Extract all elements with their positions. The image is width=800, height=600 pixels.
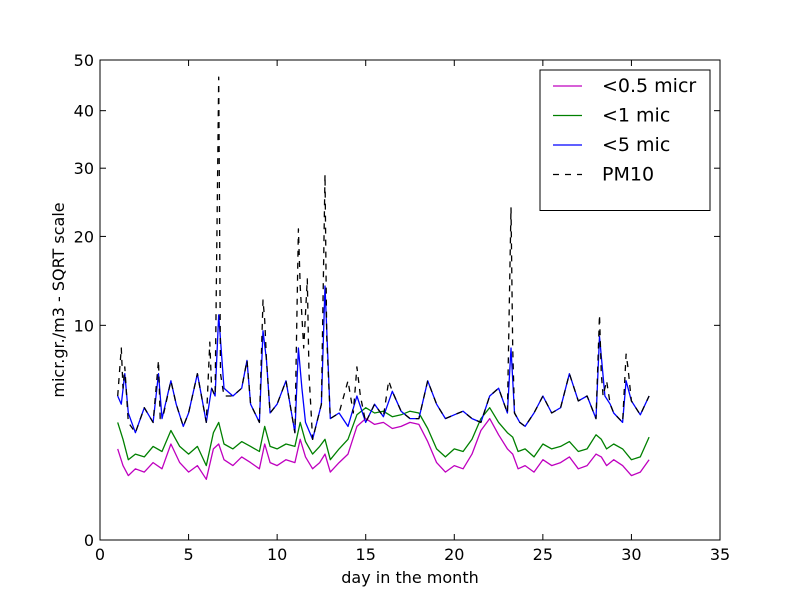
- legend: <0.5 micr <1 mic <5 mic PM10: [539, 69, 711, 211]
- series-layer: [117, 76, 650, 480]
- series-line-0: [117, 417, 650, 480]
- x-tick-label-5: 25: [533, 545, 553, 564]
- x-tick-label-2: 10: [267, 545, 287, 564]
- x-axis-label: day in the month: [341, 568, 478, 587]
- legend-label-1: <1 mic: [602, 105, 670, 127]
- x-tick-label-6: 30: [621, 545, 641, 564]
- axis-ticks: 0 5 10 15 20 25 30 35 0 10 20 30 40 50: [74, 51, 731, 564]
- plot-frame: [99, 59, 721, 541]
- y-tick-label-4: 40: [74, 102, 94, 121]
- y-tick-label-3: 30: [74, 159, 94, 178]
- legend-label-3: PM10: [602, 164, 654, 186]
- y-tick-label-0: 0: [84, 531, 94, 550]
- y-tick-label-5: 50: [74, 51, 94, 70]
- series-line-1: [117, 407, 650, 467]
- x-tick-label-7: 35: [710, 545, 730, 564]
- y-axis-label: micr.gr./m3 - SQRT scale: [49, 202, 68, 397]
- legend-label-0: <0.5 micr: [602, 75, 696, 97]
- y-tick-label-1: 10: [74, 316, 94, 335]
- x-tick-label-1: 5: [183, 545, 193, 564]
- x-tick-label-4: 20: [444, 545, 464, 564]
- y-tick-label-2: 20: [74, 227, 94, 246]
- legend-label-2: <5 mic: [602, 134, 670, 156]
- legend-box: [539, 69, 711, 211]
- x-tick-label-3: 15: [356, 545, 376, 564]
- x-tick-label-0: 0: [95, 545, 105, 564]
